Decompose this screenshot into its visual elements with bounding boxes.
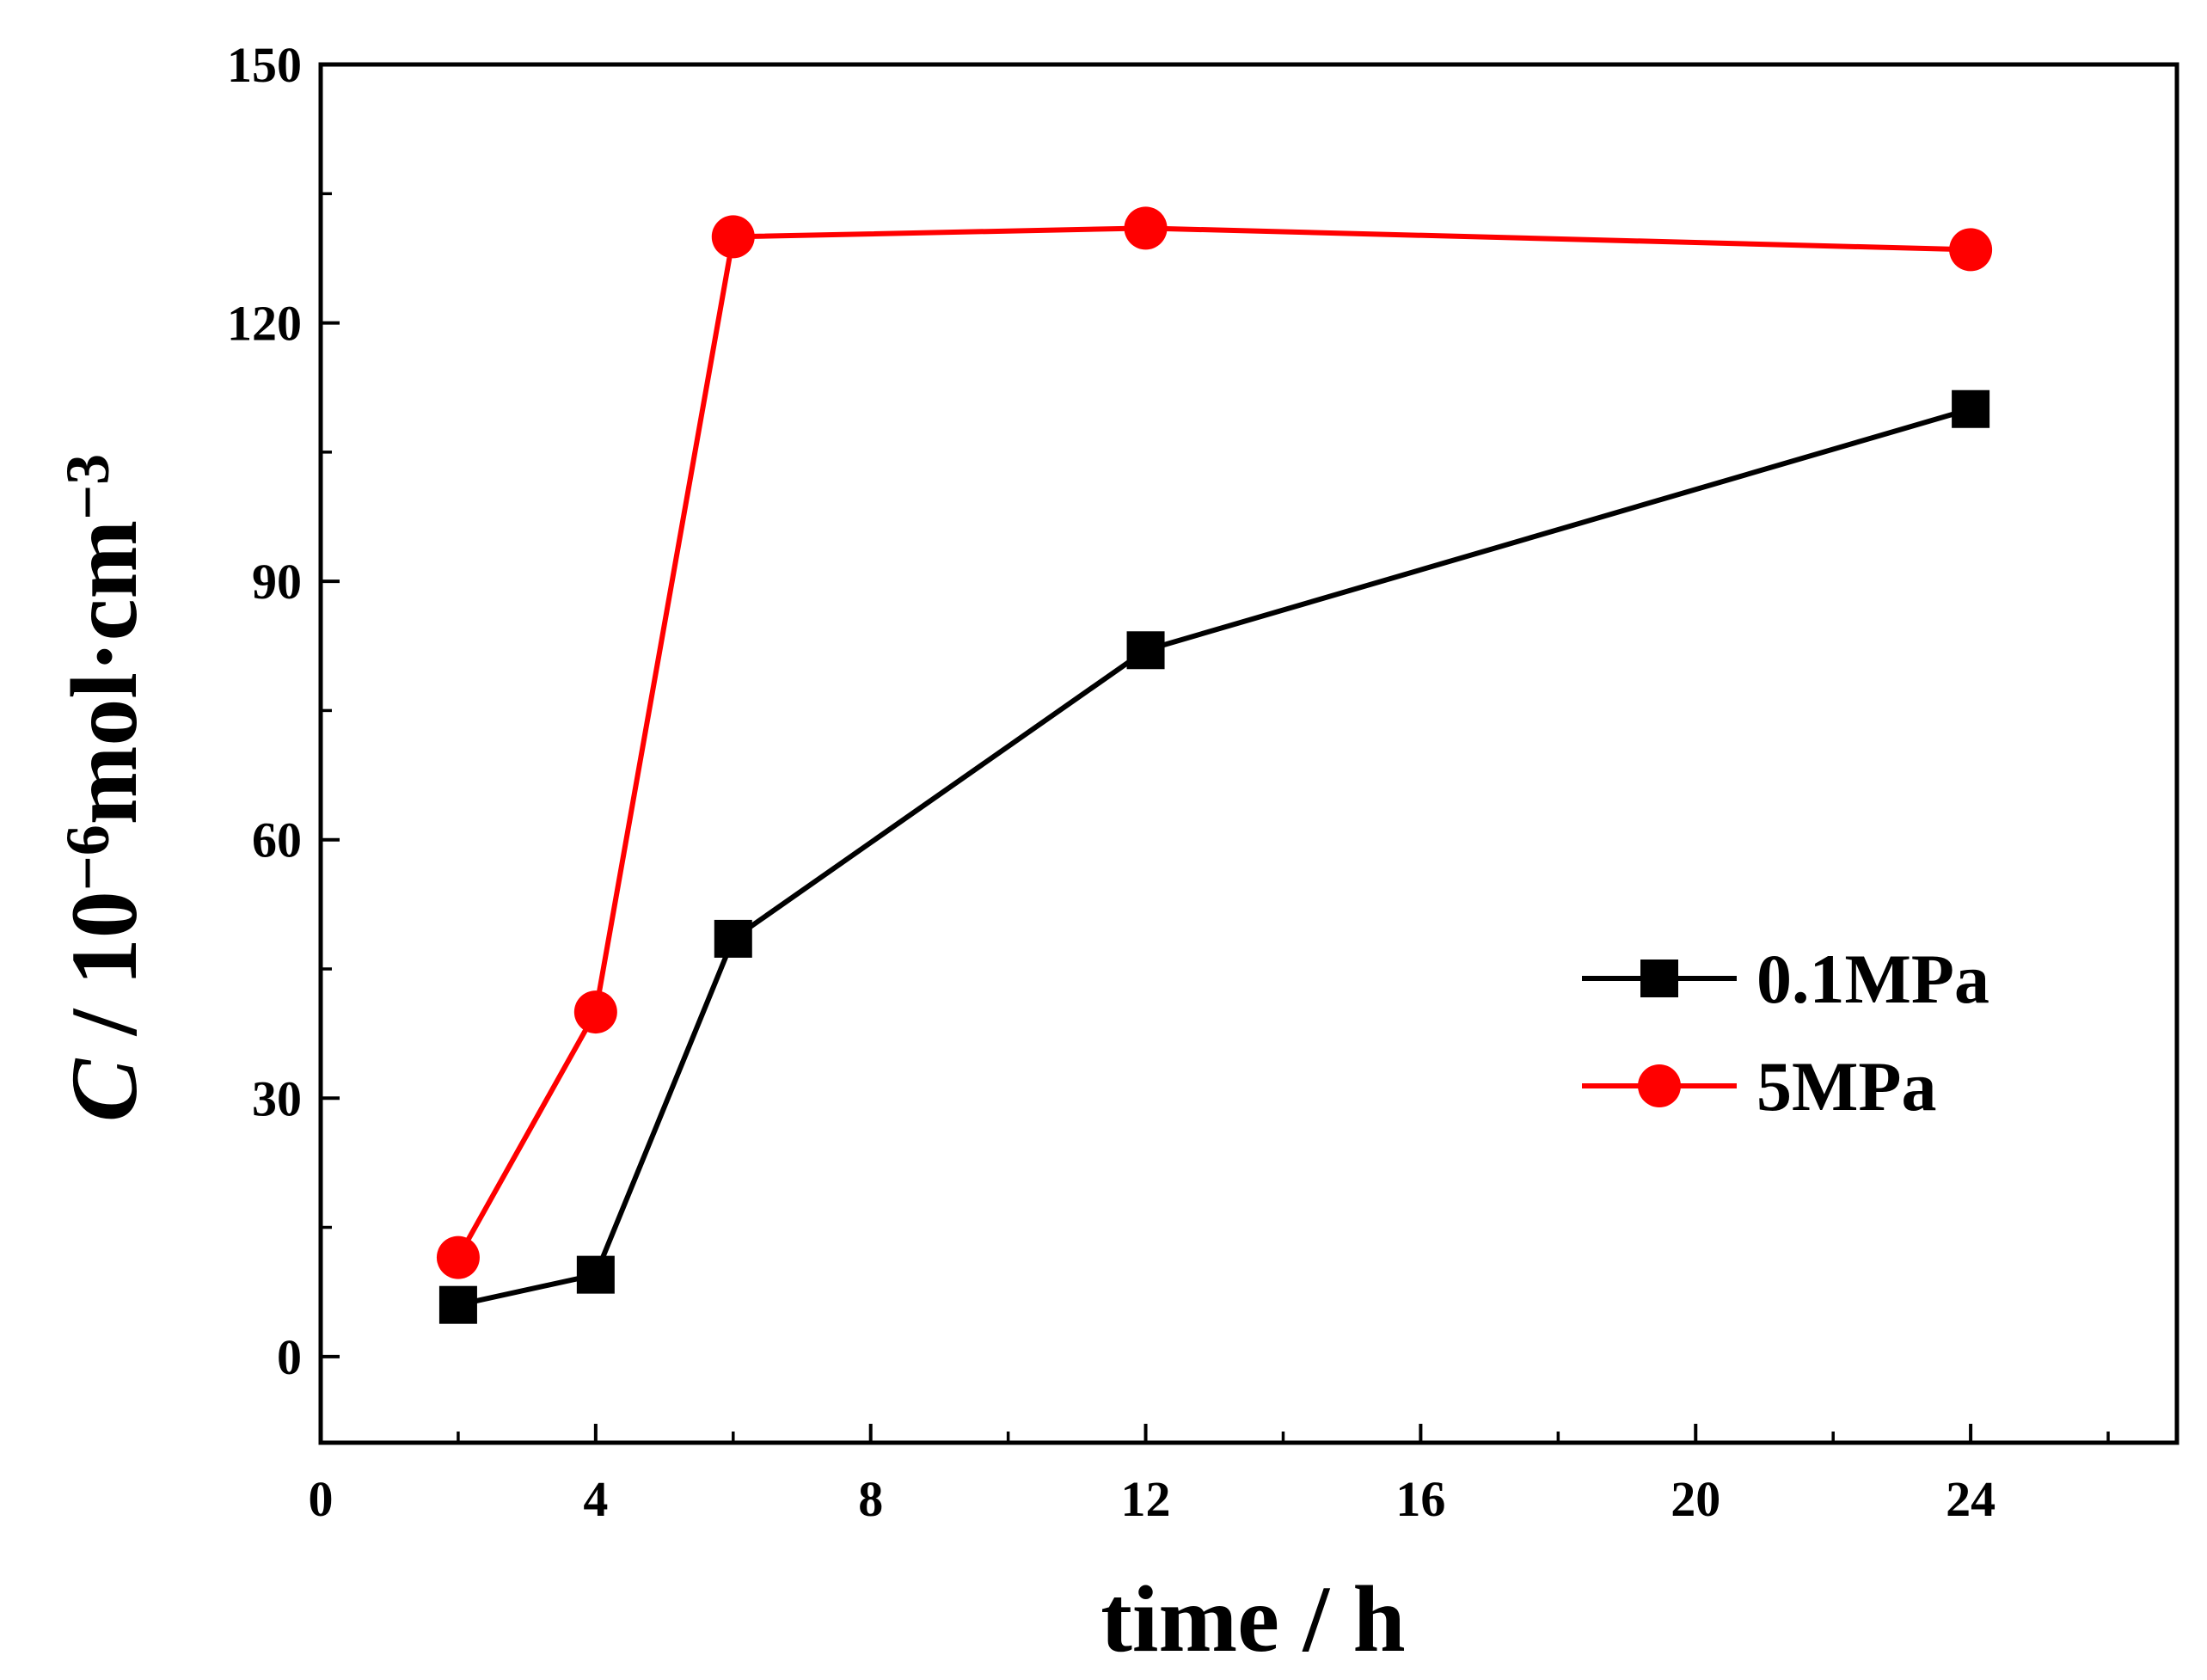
data-point [573,990,617,1034]
x-tick-label: 16 [1395,1471,1445,1527]
data-point [711,215,755,259]
data-point [714,919,752,958]
x-axis-title: time / h [1100,1567,1405,1671]
y-axis-title: C / 10−6mol·cm−3 [52,454,156,1122]
series-5MPa [436,206,1993,1279]
x-tick-label: 12 [1121,1471,1171,1527]
data-point [1124,206,1168,250]
legend-label: 0.1MPa [1756,940,1989,1018]
legend-label: 5MPa [1756,1047,1936,1125]
y-tick-label: 150 [227,37,302,93]
y-tick-label: 90 [252,554,302,610]
y-axis-base: 10 [52,891,156,985]
data-point [576,1255,615,1294]
x-tick-label: 4 [583,1471,608,1527]
y-axis-symbol: C [52,1058,156,1122]
series-line [457,406,1971,1308]
plot-frame [318,62,2179,1445]
data-point [436,1235,480,1279]
data-point [1949,228,1993,272]
data-point [438,1285,477,1324]
x-tick-label: 24 [1946,1471,1995,1527]
y-tick-label: 120 [227,296,302,352]
ticks-layer: 0 4 8 12 16 20 24 0 30 60 90 120 150 [227,37,2110,1527]
y-tick-label: 30 [252,1070,302,1126]
y-axis-exp: −6 [53,825,122,891]
series-0.1MPa [438,389,1990,1324]
y-tick-label: 60 [252,812,302,868]
legend-marker [1640,960,1678,997]
x-tick-label: 8 [858,1471,883,1527]
legend-marker [1638,1064,1681,1107]
series-layer [436,206,1993,1324]
x-tick-label: 20 [1671,1471,1720,1527]
y-tick-label: 0 [277,1329,302,1385]
data-point [1952,389,1990,428]
y-axis-sep: / [52,985,156,1059]
legend-entry: 5MPa [1582,1047,1936,1125]
series-line [456,225,1971,1260]
x-tick-label: 0 [309,1471,334,1527]
legend-entry: 0.1MPa [1582,940,1989,1018]
legend: 0.1MPa 5MPa [1582,940,1989,1125]
y-axis-unit-exp: −3 [53,454,122,520]
data-point [1126,631,1165,670]
y-axis-unit: mol·cm [52,520,156,825]
